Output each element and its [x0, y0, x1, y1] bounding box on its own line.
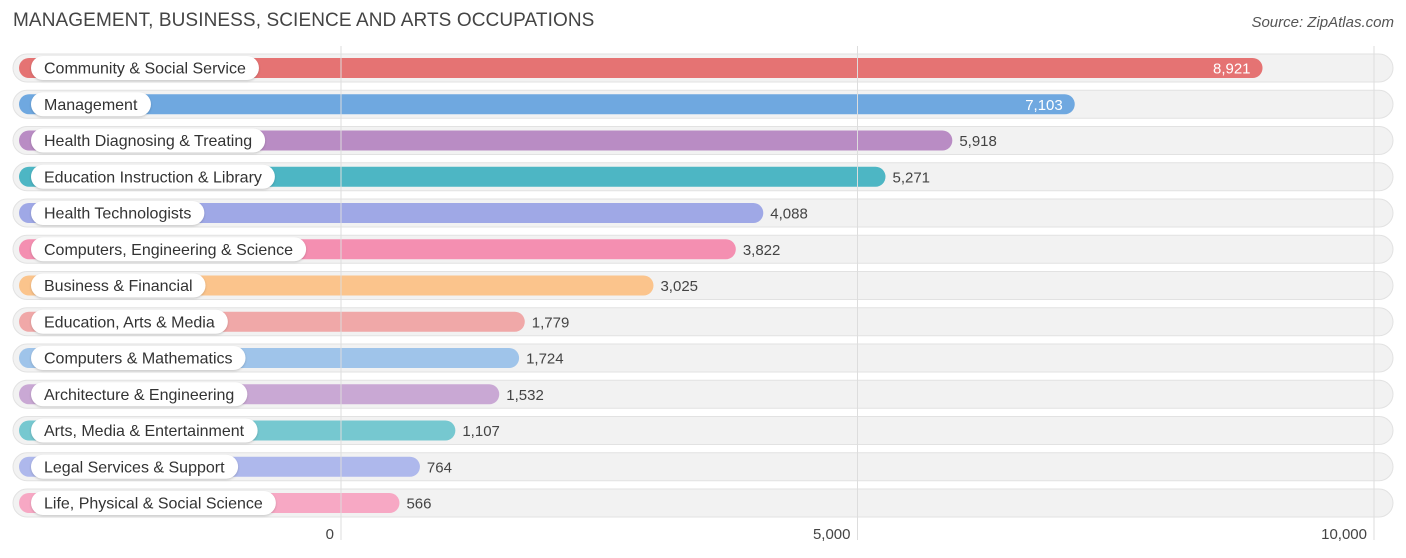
- value-label: 1,724: [526, 351, 564, 368]
- category-label: Education Instruction & Library: [44, 169, 262, 186]
- category-label-pill: [31, 491, 276, 515]
- chart-title: MANAGEMENT, BUSINESS, SCIENCE AND ARTS O…: [13, 10, 595, 31]
- value-label: 764: [427, 459, 452, 476]
- value-label: 3,025: [660, 278, 698, 295]
- value-label: 1,107: [462, 423, 500, 440]
- category-label-pill: [31, 56, 259, 80]
- category-label-pill: [31, 346, 246, 370]
- category-label: Management: [44, 97, 138, 114]
- value-label: 5,271: [892, 169, 930, 186]
- category-label: Legal Services & Support: [44, 459, 225, 476]
- category-label: Education, Arts & Media: [44, 314, 215, 331]
- category-label-pill: [31, 128, 266, 153]
- bar: [19, 58, 1263, 78]
- category-label-pill: [31, 454, 239, 479]
- category-label-pill: [31, 382, 248, 407]
- bar-row: Management 7,103: [12, 89, 1394, 119]
- category-label: Computers, Engineering & Science: [44, 242, 293, 259]
- value-label: 3,822: [743, 242, 781, 259]
- category-label-pill: [31, 273, 206, 298]
- bar-row: Health Diagnosing & Treating 5,918: [12, 126, 1394, 155]
- bar-row: Health Technologists 4,088: [12, 198, 1394, 228]
- category-label: Architecture & Engineering: [44, 387, 234, 404]
- bar-row: Life, Physical & Social Science 566: [12, 488, 1394, 518]
- category-label: Community & Social Service: [44, 61, 246, 78]
- value-label: 7,103: [1025, 97, 1063, 114]
- value-label: 5,918: [959, 133, 997, 150]
- bar-row: Business & Financial 3,025: [12, 271, 1394, 300]
- x-axis: 0 5,000 10,000: [326, 526, 1367, 543]
- category-label: Arts, Media & Entertainment: [44, 423, 245, 440]
- category-label-pill: [31, 201, 205, 225]
- grid-lines: [340, 46, 1375, 540]
- bar-row: Computers, Engineering & Science 3,822: [12, 234, 1394, 264]
- bar-row: Community & Social Service 8,921: [12, 53, 1394, 83]
- bar-rows: Community & Social Service 8,921 Managemen…: [12, 53, 1394, 518]
- value-label: 4,088: [770, 206, 808, 223]
- category-label: Health Technologists: [44, 206, 191, 223]
- bar-row: Education, Arts & Media 1,779: [12, 307, 1394, 337]
- category-label: Business & Financial: [44, 278, 193, 295]
- bar-row: Legal Services & Support 764: [12, 452, 1394, 482]
- value-label: 1,779: [532, 314, 570, 331]
- bar-row: Arts, Media & Entertainment 1,107: [12, 416, 1394, 445]
- category-label-pill: [31, 164, 275, 189]
- category-label: Health Diagnosing & Treating: [44, 133, 252, 150]
- value-label: 1,532: [506, 387, 544, 404]
- category-label-pill: [31, 92, 151, 117]
- bar-row: Computers & Mathematics 1,724: [12, 343, 1394, 373]
- x-tick-label: 5,000: [813, 526, 851, 543]
- category-label-pill: [31, 418, 258, 443]
- bar: [19, 203, 764, 223]
- category-label-pill: [31, 237, 307, 262]
- x-tick-label: 10,000: [1321, 526, 1367, 543]
- bar-row: Education Instruction & Library 5,271: [12, 162, 1394, 192]
- category-label: Computers & Mathematics: [44, 351, 233, 368]
- source-note: Source: ZipAtlas.com: [1251, 14, 1394, 31]
- bar-row: Architecture & Engineering 1,532: [12, 379, 1394, 409]
- category-label-pill: [31, 309, 228, 334]
- x-tick-label: 0: [326, 526, 334, 543]
- value-label: 8,921: [1213, 61, 1251, 78]
- bar: [19, 94, 1075, 115]
- value-label: 566: [406, 496, 431, 513]
- category-label: Life, Physical & Social Science: [44, 496, 263, 513]
